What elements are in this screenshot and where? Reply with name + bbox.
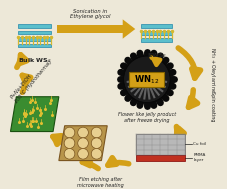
Bar xyxy=(57,25,122,33)
Bar xyxy=(18,24,51,28)
Polygon shape xyxy=(59,126,107,161)
Text: Bulk WS$_2$: Bulk WS$_2$ xyxy=(18,56,51,65)
Polygon shape xyxy=(10,97,59,132)
Bar xyxy=(136,134,184,155)
Circle shape xyxy=(77,149,88,159)
Circle shape xyxy=(64,138,74,149)
Circle shape xyxy=(77,127,88,138)
Circle shape xyxy=(64,127,74,138)
Text: Cu foil: Cu foil xyxy=(192,142,205,146)
Text: Film etching after
microwave heating: Film etching after microwave heating xyxy=(77,177,123,188)
Bar xyxy=(18,44,51,47)
Text: EWS$_2$: EWS$_2$ xyxy=(146,51,166,60)
Text: Spin coating: Spin coating xyxy=(209,91,214,122)
Bar xyxy=(129,72,164,87)
Bar xyxy=(18,37,51,41)
Circle shape xyxy=(91,127,101,138)
Circle shape xyxy=(91,149,101,159)
Bar xyxy=(141,31,171,35)
Bar xyxy=(141,38,171,42)
Circle shape xyxy=(91,138,101,149)
Text: Sonication in
Ethylene glycol: Sonication in Ethylene glycol xyxy=(69,9,110,19)
Bar xyxy=(18,31,51,34)
Text: WN$_{12}$: WN$_{12}$ xyxy=(134,73,159,86)
Text: P+Na+EtOH
200°C (Hydrothermal): P+Na+EtOH 200°C (Hydrothermal) xyxy=(10,55,52,104)
Bar xyxy=(136,155,184,161)
Circle shape xyxy=(77,138,88,149)
Polygon shape xyxy=(122,19,135,39)
Text: PMMA
layer: PMMA layer xyxy=(192,153,205,162)
Text: NH$_3$ + Oleylamine: NH$_3$ + Oleylamine xyxy=(207,47,216,93)
Circle shape xyxy=(64,149,74,159)
Bar xyxy=(141,24,171,28)
Circle shape xyxy=(123,56,169,103)
Text: Flower like jelly product
after freeze drying: Flower like jelly product after freeze d… xyxy=(117,112,175,123)
